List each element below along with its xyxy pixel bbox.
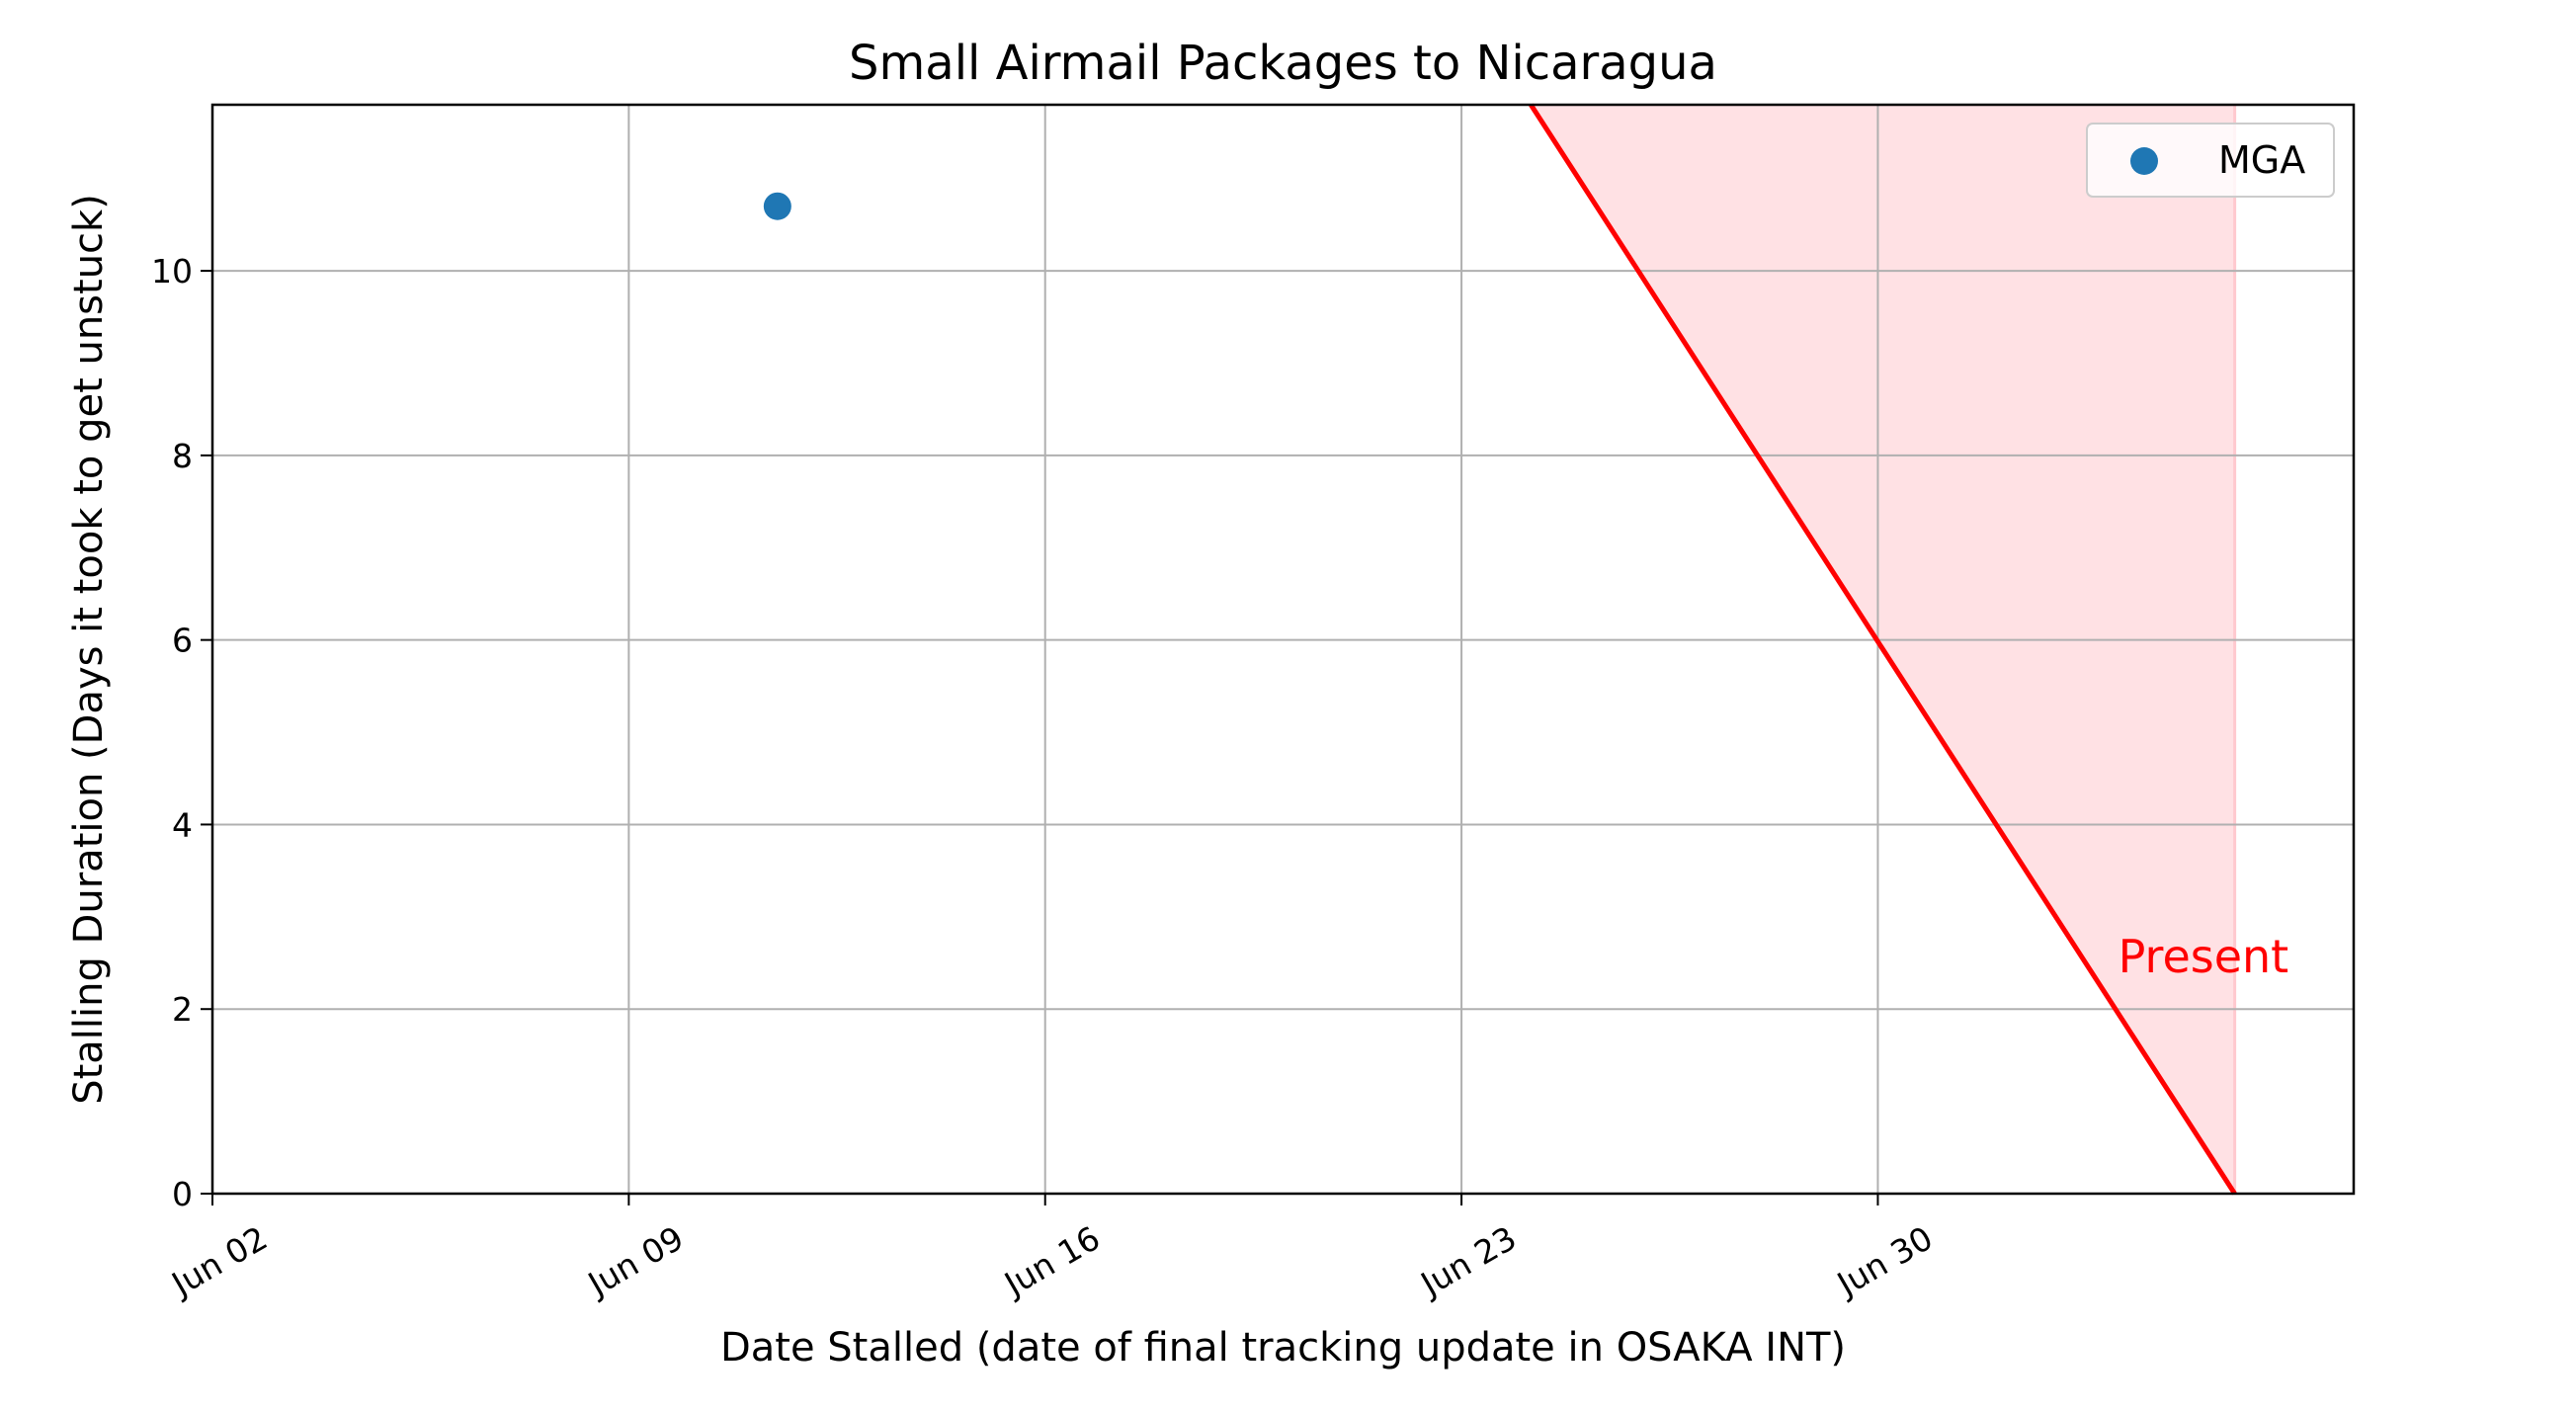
legend-box xyxy=(2086,123,2335,198)
present-line-layer xyxy=(1529,103,2237,1196)
y-tick-label: 2 xyxy=(172,990,193,1029)
grid-layer xyxy=(212,105,2354,1194)
plot-frame xyxy=(210,103,2356,1196)
y-tick-label: 8 xyxy=(172,437,193,475)
y-axis-title: Stalling Duration (Days it took to get u… xyxy=(66,194,112,1105)
y-tick-label: 0 xyxy=(172,1175,193,1213)
chart-title: Small Airmail Packages to Nicaragua xyxy=(849,36,1717,91)
legend-label-mga: MGA xyxy=(2218,138,2305,182)
present-annotation: Present xyxy=(2119,930,2289,983)
data-point-mga xyxy=(763,192,791,220)
legend-marker-mga xyxy=(2130,147,2158,175)
y-tick-label: 4 xyxy=(172,805,193,844)
present-line xyxy=(1529,103,2237,1196)
points-layer xyxy=(763,192,791,220)
y-tick-label: 6 xyxy=(172,622,193,660)
x-axis-title: Date Stalled (date of final tracking upd… xyxy=(720,1325,1846,1371)
legend: MGA xyxy=(2086,123,2335,198)
y-tick-label: 10 xyxy=(151,252,193,291)
